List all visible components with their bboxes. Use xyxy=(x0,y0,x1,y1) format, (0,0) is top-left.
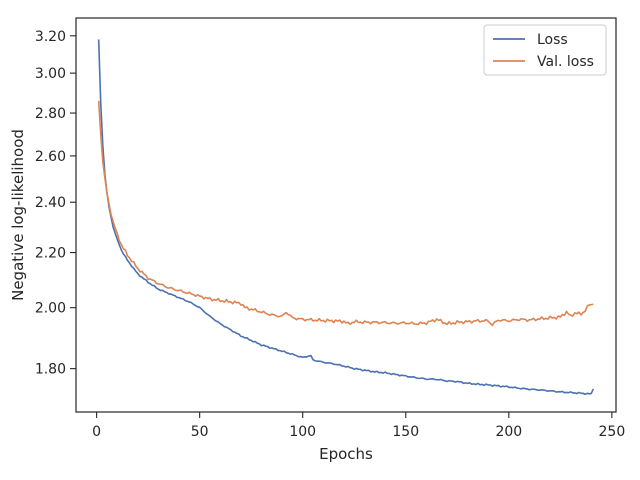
legend-label-val-loss: Val. loss xyxy=(537,54,594,70)
y-tick-label: 2.00 xyxy=(35,301,66,317)
y-axis-label: Negative log-likelihood xyxy=(9,129,27,301)
x-tick-label: 150 xyxy=(392,424,419,440)
x-axis-label: Epochs xyxy=(319,445,373,463)
y-tick-label: 2.60 xyxy=(35,149,66,165)
legend-box xyxy=(483,24,607,76)
legend-label-loss: Loss xyxy=(537,32,568,48)
y-tick-label: 1.80 xyxy=(35,362,66,378)
legend: Loss Val. loss xyxy=(483,24,607,76)
x-axis-ticks: 0 50 100 150 200 250 xyxy=(92,412,625,440)
axes-frame xyxy=(75,17,617,413)
y-tick-label: 2.80 xyxy=(35,106,66,122)
plot-lines xyxy=(97,39,595,396)
y-tick-label: 3.20 xyxy=(35,29,66,45)
x-tick-label: 100 xyxy=(289,424,316,440)
y-tick-label: 3.00 xyxy=(35,66,66,82)
x-tick-label: 0 xyxy=(92,424,101,440)
x-tick-label: 250 xyxy=(599,424,626,440)
y-axis-ticks: 1.80 2.00 2.20 2.40 2.60 2.80 3.00 3.20 xyxy=(35,29,76,378)
series-line-val-loss xyxy=(97,100,594,327)
y-tick-label: 2.40 xyxy=(35,195,66,211)
series-line-loss xyxy=(97,39,595,396)
x-tick-label: 200 xyxy=(495,424,522,440)
x-tick-label: 50 xyxy=(191,424,209,440)
y-tick-label: 2.20 xyxy=(35,246,66,262)
